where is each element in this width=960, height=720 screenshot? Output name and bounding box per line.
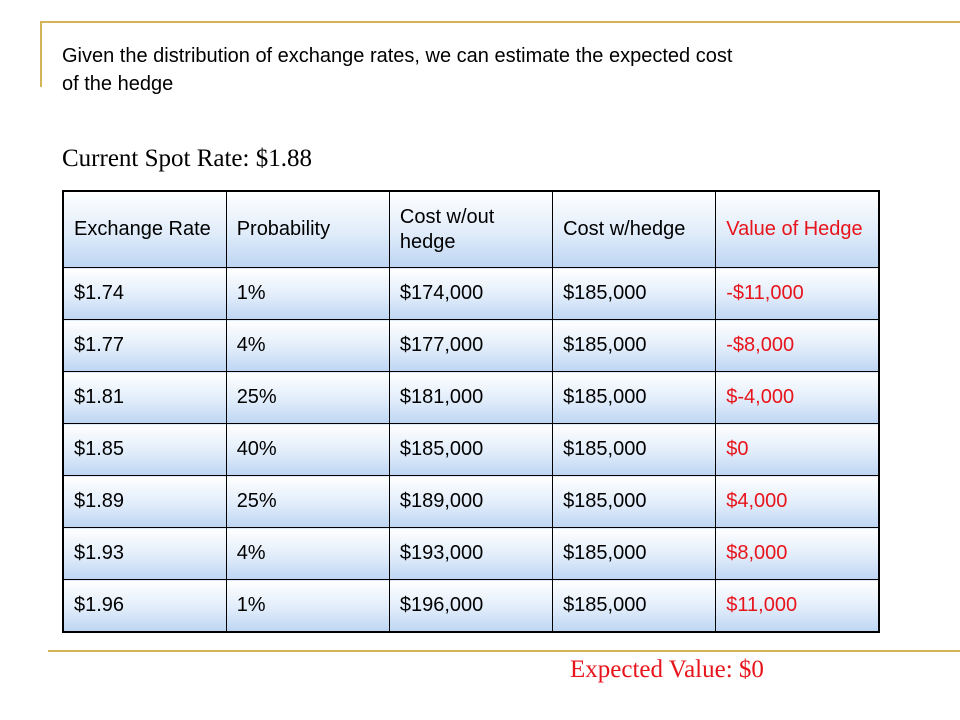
- header-probability: Probability: [225, 190, 390, 268]
- cell-cost-without-hedge: $193,000: [388, 527, 554, 580]
- cell-probability: 25%: [225, 371, 390, 424]
- bottom-decorative-line: [48, 650, 960, 652]
- table-row: $1.93 4% $193,000 $185,000 $8,000: [62, 527, 880, 580]
- cell-probability: 40%: [225, 423, 390, 476]
- cell-cost-without-hedge: $174,000: [388, 267, 554, 320]
- cell-cost-without-hedge: $185,000: [388, 423, 554, 476]
- cell-value-of-hedge: $0: [715, 423, 880, 476]
- table-row: $1.81 25% $181,000 $185,000 $-4,000: [62, 371, 880, 424]
- table-row: $1.74 1% $174,000 $185,000 -$11,000: [62, 267, 880, 320]
- cell-exchange-rate: $1.81: [62, 371, 227, 424]
- cell-probability: 1%: [225, 579, 390, 633]
- slide-subtitle: Given the distribution of exchange rates…: [62, 45, 733, 95]
- expected-value: Expected Value: $0: [570, 656, 764, 683]
- cell-exchange-rate: $1.93: [62, 527, 227, 580]
- cell-exchange-rate: $1.74: [62, 267, 227, 320]
- header-cost-without-hedge: Cost w/out hedge: [388, 190, 554, 268]
- cell-cost-with-hedge: $185,000: [552, 371, 717, 424]
- cell-cost-with-hedge: $185,000: [552, 579, 717, 633]
- cell-cost-with-hedge: $185,000: [552, 319, 717, 372]
- cell-cost-without-hedge: $196,000: [388, 579, 554, 633]
- current-spot-rate: Current Spot Rate: $1.88: [62, 145, 312, 172]
- cell-exchange-rate: $1.89: [62, 475, 227, 528]
- header-exchange-rate: Exchange Rate: [62, 190, 227, 268]
- cell-value-of-hedge: $8,000: [715, 527, 880, 580]
- cell-exchange-rate: $1.77: [62, 319, 227, 372]
- cell-cost-with-hedge: $185,000: [552, 527, 717, 580]
- cell-probability: 1%: [225, 267, 390, 320]
- left-decorative-line: [40, 21, 42, 87]
- cell-value-of-hedge: -$11,000: [715, 267, 880, 320]
- cell-cost-with-hedge: $185,000: [552, 267, 717, 320]
- cell-value-of-hedge: $-4,000: [715, 371, 880, 424]
- cell-cost-with-hedge: $185,000: [552, 475, 717, 528]
- header-value-of-hedge: Value of Hedge: [715, 190, 880, 268]
- cell-value-of-hedge: -$8,000: [715, 319, 880, 372]
- cell-probability: 25%: [225, 475, 390, 528]
- table-row: $1.96 1% $196,000 $185,000 $11,000: [62, 579, 880, 633]
- cell-probability: 4%: [225, 319, 390, 372]
- cell-exchange-rate: $1.96: [62, 579, 227, 633]
- header-cost-with-hedge: Cost w/hedge: [552, 190, 717, 268]
- cell-cost-without-hedge: $189,000: [388, 475, 554, 528]
- cell-exchange-rate: $1.85: [62, 423, 227, 476]
- table-row: $1.77 4% $177,000 $185,000 -$8,000: [62, 319, 880, 372]
- table-row: $1.85 40% $185,000 $185,000 $0: [62, 423, 880, 476]
- hedge-table: Exchange Rate Probability Cost w/out hed…: [62, 190, 880, 633]
- cell-value-of-hedge: $4,000: [715, 475, 880, 528]
- top-decorative-line: [40, 21, 960, 23]
- cell-probability: 4%: [225, 527, 390, 580]
- cell-cost-without-hedge: $181,000: [388, 371, 554, 424]
- table-row: $1.89 25% $189,000 $185,000 $4,000: [62, 475, 880, 528]
- cell-value-of-hedge: $11,000: [715, 579, 880, 633]
- cell-cost-without-hedge: $177,000: [388, 319, 554, 372]
- cell-cost-with-hedge: $185,000: [552, 423, 717, 476]
- table-header-row: Exchange Rate Probability Cost w/out hed…: [62, 190, 880, 268]
